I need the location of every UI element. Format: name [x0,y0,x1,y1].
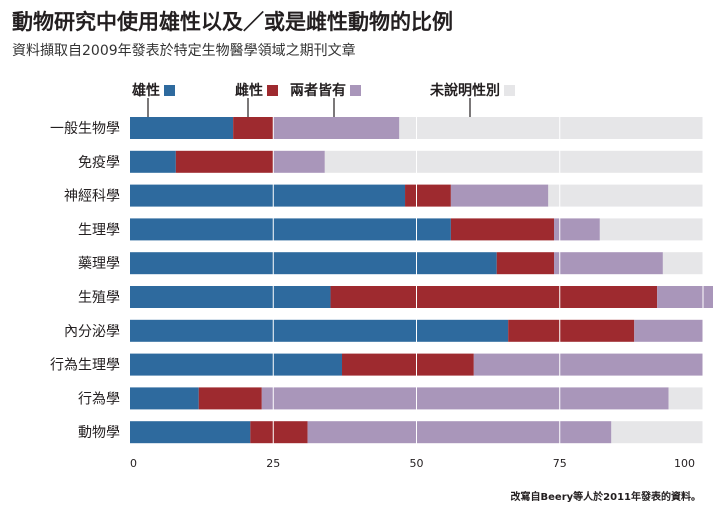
x-tick-label: 100 [674,457,695,470]
bar-segment-both [273,117,400,139]
bar-segment-male [130,184,406,207]
bar-segment-female [508,319,635,342]
bar-segment-unspecified [324,150,703,173]
legend-item-unspecified: 未說明性別 [430,80,515,100]
category-label: 藥理學 [78,256,120,272]
bar-segment-unspecified [668,387,703,410]
x-tick-label: 75 [553,457,567,470]
bar-segment-male [130,150,176,173]
x-tick-label: 0 [130,457,137,470]
legend-item-male: 雄性 [132,80,175,100]
legend-swatch-both [350,84,361,96]
legend-item-female: 雌性 [235,80,278,100]
category-label: 動物學 [78,425,120,441]
category-label: 免疫學 [78,155,120,171]
x-tick-label: 25 [266,457,280,470]
bar-segment-male [130,218,451,241]
source-footnote: 改寫自Beery等人於2011年發表的資料。 [510,492,701,503]
bar-segment-unspecified [399,117,703,139]
legend-label-male: 雄性 [132,83,160,99]
category-label: 一般生物學 [50,121,120,137]
bar-segment-female [342,353,474,376]
bar-segment-female [330,286,658,308]
legend-label-both: 兩者皆有 [290,83,346,99]
bar-segment-unspecified [611,421,703,444]
bar-segment-male [130,319,509,342]
bar-segment-female [450,218,555,241]
bar-segment-both [261,387,669,410]
bar-segment-female [198,387,262,410]
category-label: 生殖學 [78,289,120,306]
bar-segment-both [554,252,663,275]
legend-item-both: 兩者皆有 [290,80,361,100]
legend-swatch-unspecified [504,84,515,96]
bar-segment-male [130,117,234,139]
bar-segment-female [496,252,555,275]
bar-segment-male [130,252,497,275]
bar-segment-both [273,150,325,173]
bar-segment-both [657,286,713,308]
bar-segment-both [554,218,600,241]
bar-segment-female [175,150,274,173]
legend-label-female: 雌性 [235,83,263,99]
bar-segment-male [130,387,199,410]
category-label: 行為生理學 [50,358,120,374]
category-label: 生理學 [78,222,120,238]
bar-segment-both [473,353,703,376]
category-label: 神經科學 [64,189,120,205]
bar-segment-female [233,117,274,139]
bar-segment-both [634,319,703,342]
legend-label-unspecified: 未說明性別 [430,83,500,99]
chart-subtitle: 資料擷取自2009年發表於特定生物醫學領域之期刊文章 [12,43,356,59]
category-label: 行為學 [78,391,120,407]
bar-segment-male [130,353,343,376]
legend-swatch-female [267,84,278,96]
bar-segment-both [307,421,612,444]
legend-swatch-male [164,84,175,96]
bar-segment-unspecified [662,252,703,275]
category-label: 內分泌學 [64,324,120,340]
bar-segment-female [405,184,451,207]
bar-segment-male [130,286,331,308]
bar-segment-unspecified [548,184,703,207]
bar-segment-unspecified [599,218,703,241]
bar-segment-both [450,184,549,207]
bar-segment-male [130,421,251,444]
bar-segment-female [250,421,308,444]
x-tick-label: 50 [410,457,424,470]
chart-title: 動物研究中使用雄性以及／或是雌性動物的比例 [12,10,453,34]
